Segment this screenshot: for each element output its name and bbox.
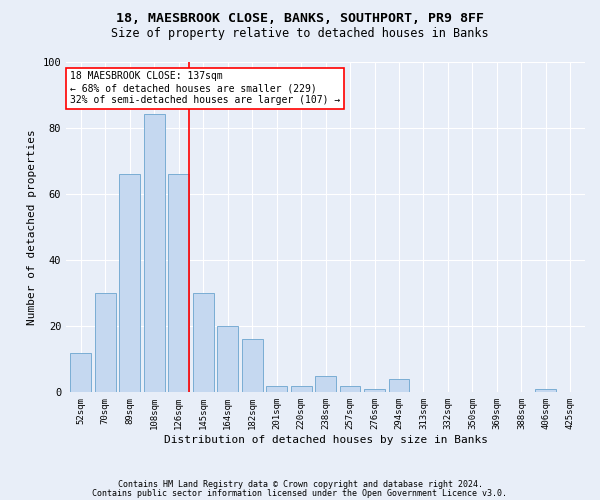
Bar (535, 389, 556, 392)
Text: 18, MAESBROOK CLOSE, BANKS, SOUTHPORT, PR9 8FF: 18, MAESBROOK CLOSE, BANKS, SOUTHPORT, P… (116, 12, 484, 26)
Text: Contains public sector information licensed under the Open Government Licence v3: Contains public sector information licen… (92, 488, 508, 498)
X-axis label: Distribution of detached houses by size in Banks: Distribution of detached houses by size … (164, 435, 488, 445)
Bar (119, 174, 140, 392)
Bar (340, 386, 361, 392)
Bar (193, 293, 214, 392)
Bar (291, 386, 311, 392)
Bar (315, 376, 336, 392)
Text: Size of property relative to detached houses in Banks: Size of property relative to detached ho… (111, 28, 489, 40)
Y-axis label: Number of detached properties: Number of detached properties (27, 129, 37, 325)
Bar (70, 352, 91, 393)
Bar (266, 386, 287, 392)
Bar (169, 174, 189, 392)
Bar (144, 114, 164, 392)
Bar (389, 379, 409, 392)
Bar (95, 293, 116, 392)
Text: 18 MAESBROOK CLOSE: 137sqm
← 68% of detached houses are smaller (229)
32% of sem: 18 MAESBROOK CLOSE: 137sqm ← 68% of deta… (70, 72, 340, 104)
Text: Contains HM Land Registry data © Crown copyright and database right 2024.: Contains HM Land Registry data © Crown c… (118, 480, 482, 489)
Bar (364, 389, 385, 392)
Bar (217, 326, 238, 392)
Bar (242, 340, 263, 392)
